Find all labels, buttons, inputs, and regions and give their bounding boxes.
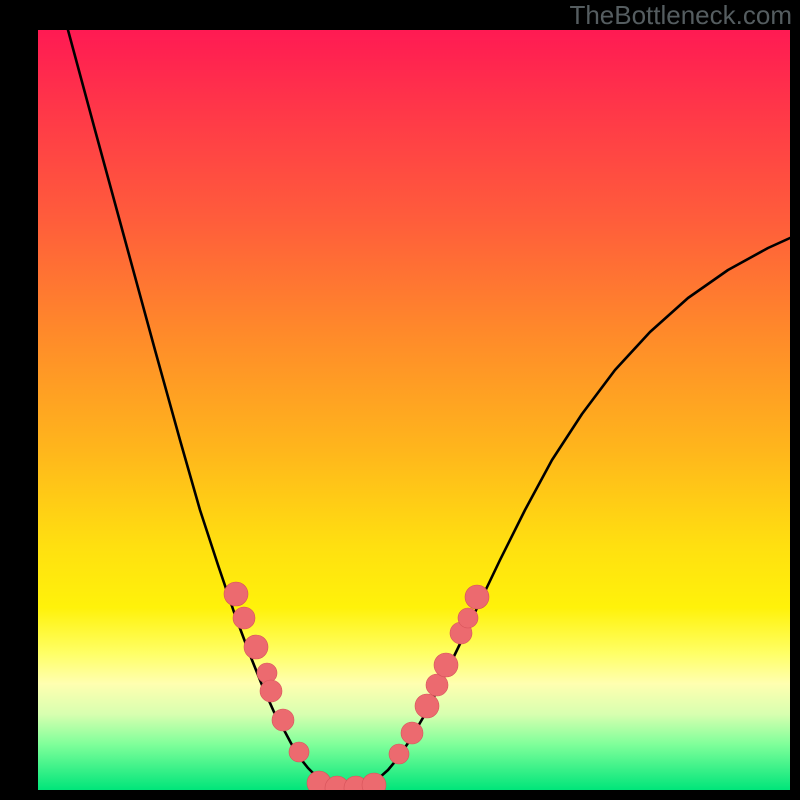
marker-dot: [260, 680, 282, 702]
marker-dot: [415, 694, 439, 718]
plot-background: [38, 30, 790, 790]
marker-dot: [272, 709, 294, 731]
marker-dot: [401, 722, 423, 744]
marker-dot: [458, 608, 478, 628]
marker-dot: [434, 653, 458, 677]
marker-dot: [389, 744, 409, 764]
chart-svg: [0, 0, 800, 800]
marker-dot: [465, 585, 489, 609]
marker-dot: [257, 663, 277, 683]
figure-root: TheBottleneck.com: [0, 0, 800, 800]
marker-dot: [289, 742, 309, 762]
marker-dot: [426, 674, 448, 696]
marker-dot: [244, 635, 268, 659]
marker-dot: [224, 582, 248, 606]
marker-dot: [233, 607, 255, 629]
